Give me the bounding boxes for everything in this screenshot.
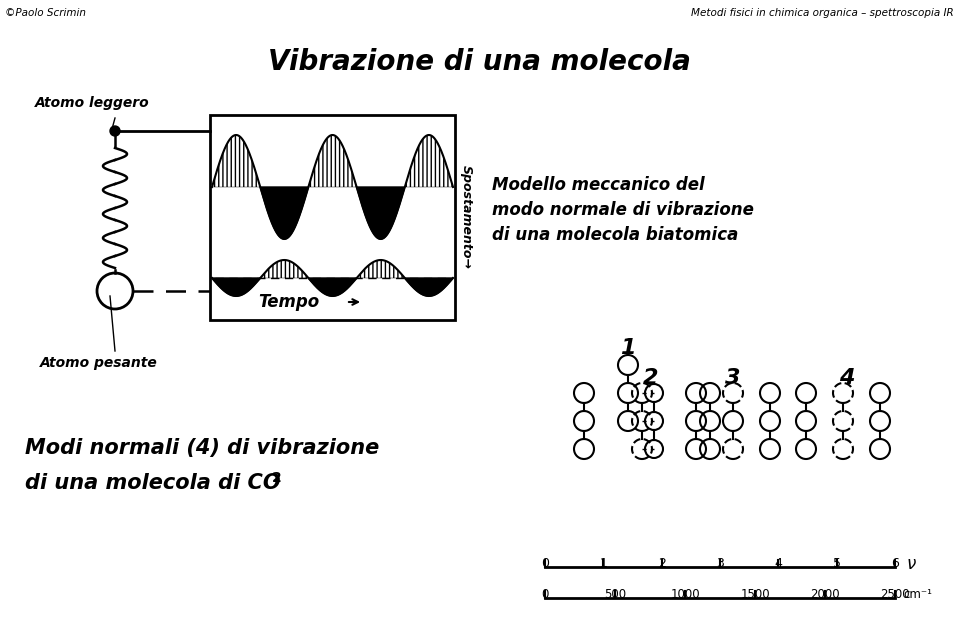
Text: 2000: 2000 [810,588,840,601]
Text: Metodi fisici in chimica organica – spettroscopia IR: Metodi fisici in chimica organica – spet… [691,8,954,18]
Text: 500: 500 [604,588,626,601]
Text: 1: 1 [620,338,636,358]
Text: di una molecola biatomica: di una molecola biatomica [492,226,738,244]
Text: Tempo: Tempo [258,293,319,311]
Text: ν: ν [907,555,916,573]
Text: ©Paolo Scrimin: ©Paolo Scrimin [5,8,86,18]
Text: 4: 4 [839,368,854,388]
Text: 4: 4 [775,557,783,570]
Text: 2: 2 [643,368,659,388]
Text: 3: 3 [716,557,724,570]
Text: 2500: 2500 [880,588,910,601]
Text: 3: 3 [725,368,740,388]
Text: Vibrazione di una molecola: Vibrazione di una molecola [268,48,690,76]
Text: 1000: 1000 [670,588,700,601]
Text: Modello meccanico del: Modello meccanico del [492,176,705,194]
Text: 0: 0 [541,588,549,601]
Text: 2: 2 [272,471,282,485]
Text: 6: 6 [891,557,899,570]
Text: 1500: 1500 [740,588,770,601]
Text: 5: 5 [832,557,841,570]
Text: 2: 2 [658,557,666,570]
Circle shape [110,126,120,136]
Text: 1: 1 [599,557,607,570]
Text: Atomo leggero: Atomo leggero [35,96,150,110]
Text: Modi normali (4) di vibrazione: Modi normali (4) di vibrazione [25,438,379,458]
Text: Spostamento→: Spostamento→ [460,165,473,269]
Text: di una molecola di CO: di una molecola di CO [25,473,281,493]
Text: Atomo pesante: Atomo pesante [40,356,157,370]
Text: cm⁻¹: cm⁻¹ [903,589,932,601]
Text: 0: 0 [541,557,549,570]
Bar [210,115,455,320]
Text: modo normale di vibrazione: modo normale di vibrazione [492,201,754,219]
